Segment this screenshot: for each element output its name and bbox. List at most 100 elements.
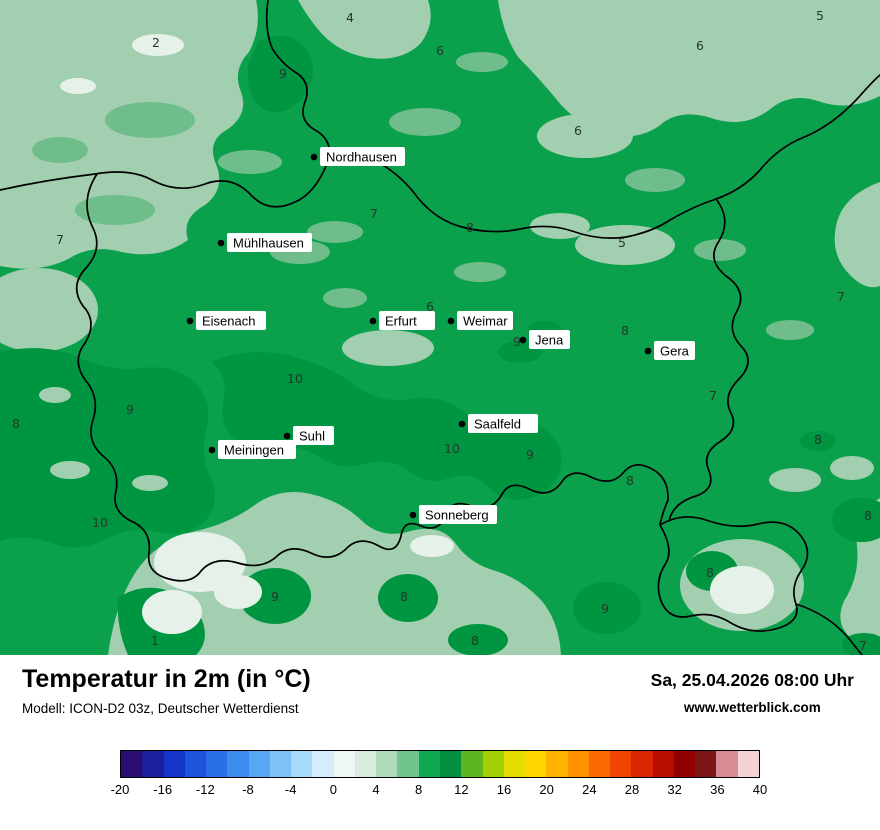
- temperature-value: 10: [444, 441, 460, 456]
- colorbar-tick-label: 8: [415, 782, 423, 797]
- colorbar-segment: [376, 751, 398, 777]
- city-dot: [208, 446, 216, 454]
- temperature-value: 7: [370, 206, 378, 221]
- colorbar-segment: [631, 751, 653, 777]
- city-marker-gera: Gera: [644, 341, 695, 360]
- city-marker-suhl: Suhl: [283, 426, 334, 445]
- colorbar-segment: [546, 751, 568, 777]
- temperature-value: 6: [436, 43, 444, 58]
- colorbar-segment: [418, 751, 440, 777]
- colorbar-tick-label: 16: [496, 782, 512, 797]
- temperature-value: 8: [621, 323, 629, 338]
- city-dot: [310, 153, 318, 161]
- temperature-value: 5: [618, 235, 626, 250]
- colorbar-segment: [737, 751, 759, 777]
- city-marker-saalfeld: Saalfeld: [458, 414, 538, 433]
- colorbar-tick-label: -12: [195, 782, 215, 797]
- temperature-value: 9: [126, 402, 134, 417]
- colorbar-segment: [652, 751, 674, 777]
- colorbar-segment: [269, 751, 292, 777]
- colorbar-tick-label: 32: [667, 782, 682, 797]
- temperature-shading: [0, 0, 880, 655]
- city-label: Eisenach: [202, 314, 255, 329]
- temperature-value: 9: [279, 66, 287, 81]
- colorbar-segment: [439, 751, 462, 777]
- model-info: Modell: ICON-D2 03z, Deutscher Wetterdie…: [22, 701, 299, 716]
- page-title: Temperatur in 2m (in °C): [22, 665, 311, 693]
- city-label: Erfurt: [385, 314, 417, 329]
- colorbar-segment: [397, 751, 419, 777]
- temperature-value: 9: [526, 447, 534, 462]
- colorbar-segment: [184, 751, 207, 777]
- colorbar-segment: [227, 751, 249, 777]
- city-label: Saalfeld: [474, 417, 521, 432]
- temperature-value: 8: [706, 565, 714, 580]
- city-label: Nordhausen: [326, 150, 397, 165]
- colorbar-segment: [588, 751, 611, 777]
- temperature-value: 8: [12, 416, 20, 431]
- city-marker-mhlhausen: Mühlhausen: [217, 233, 312, 252]
- colorbar-segment: [482, 751, 504, 777]
- city-label: Sonneberg: [425, 508, 489, 523]
- colorbar-tick-label: 36: [710, 782, 725, 797]
- temperature-value: 5: [816, 8, 824, 23]
- colorbar-tick-label: 28: [624, 782, 640, 797]
- colorbar-segment: [312, 751, 334, 777]
- temperature-value: 9: [601, 601, 609, 616]
- info-panel: Temperatur in 2m (in °C) Modell: ICON-D2…: [0, 655, 880, 830]
- city-label: Jena: [535, 333, 564, 348]
- temperature-value: 8: [400, 589, 408, 604]
- colorbar-tick-label: 20: [539, 782, 554, 797]
- colorbar-ticks: -20 -16 -12 -8 -4 0 4 8 12 16 20 24 28 32 36 40: [111, 782, 768, 802]
- colorbar-tick-label: 40: [752, 782, 768, 797]
- colorbar-tick-label: 4: [372, 782, 380, 797]
- colorbar-tick-label: 0: [329, 782, 337, 797]
- temperature-value: 8: [814, 432, 822, 447]
- temperature-values: 4 2 9 6 5 6 6 7 8 5 7 6 8 9 7 7 9 10 8 10 9 8 8 10 8 9 8 9 8 1 8 7: [12, 8, 872, 653]
- colorbar-segment: [163, 751, 185, 777]
- city-dot: [458, 420, 466, 428]
- colorbar-segment: [142, 751, 164, 777]
- forecast-datetime: Sa, 25.04.2026 08:00 Uhr: [650, 670, 854, 690]
- colorbar-tick-label: -8: [242, 782, 254, 797]
- city-dot: [447, 317, 455, 325]
- temperature-value: 2: [152, 35, 160, 50]
- colorbar-tick-label: -4: [284, 782, 297, 797]
- city-dot: [283, 432, 291, 440]
- city-markers: Nordhausen Mühlhausen Eisenach Erfurt Weimar…: [186, 147, 695, 524]
- temperature-value: 8: [626, 473, 634, 488]
- colorbar-segment: [716, 751, 738, 777]
- city-label: Meiningen: [224, 443, 284, 458]
- city-marker-meiningen: Meiningen: [208, 440, 296, 459]
- colorbar-segment: [673, 751, 696, 777]
- temperature-value: 7: [709, 388, 717, 403]
- colorbar-segment: [695, 751, 717, 777]
- temperature-value: 8: [466, 220, 474, 235]
- colorbar-segment: [503, 751, 526, 777]
- state-borders: [0, 0, 880, 655]
- colorbar-segment: [354, 751, 377, 777]
- temperature-map: 4 2 9 6 5 6 6 7 8 5 7 6 8 9 7 7 9 10 8 10 9 8 8 10 8 9 8 9 8 1 8 7 Nord…: [0, 0, 880, 655]
- colorbar-segment: [610, 751, 632, 777]
- city-label: Weimar: [463, 314, 508, 329]
- city-label: Suhl: [299, 429, 325, 444]
- colorbar-segment: [567, 751, 589, 777]
- colorbar-segment: [525, 751, 547, 777]
- city-label: Gera: [660, 344, 690, 359]
- city-marker-nordhausen: Nordhausen: [310, 147, 405, 166]
- temperature-value: 6: [426, 299, 434, 314]
- city-label: Mühlhausen: [233, 236, 304, 251]
- colorbar-tick-label: 12: [454, 782, 469, 797]
- colorbar-segment: [333, 751, 355, 777]
- city-marker-jena: Jena: [519, 330, 570, 349]
- temperature-value: 6: [574, 123, 582, 138]
- colorbar-gradient: [120, 750, 760, 778]
- temperature-value: 9: [513, 334, 521, 349]
- colorbar-segment: [461, 751, 483, 777]
- temperature-value: 7: [859, 638, 867, 653]
- city-marker-sonneberg: Sonneberg: [409, 505, 497, 524]
- colorbar-tick-label: -16: [153, 782, 173, 797]
- temperature-value: 6: [696, 38, 704, 53]
- colorbar-segment: [291, 751, 313, 777]
- colorbar-segment: [206, 751, 228, 777]
